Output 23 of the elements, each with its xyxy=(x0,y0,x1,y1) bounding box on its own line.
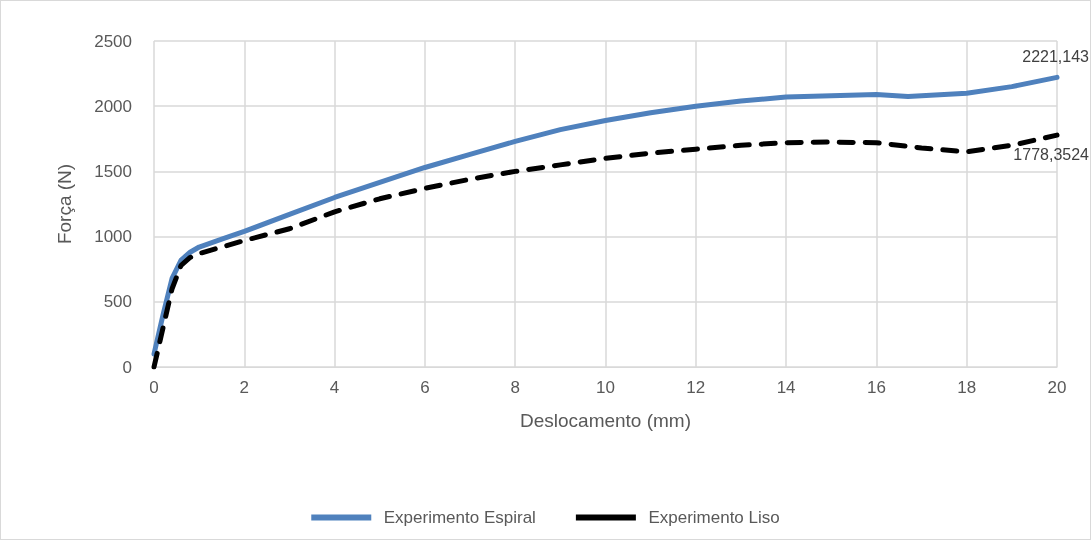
legend-label: Experimento Espiral xyxy=(383,508,536,527)
x-tick-label: 10 xyxy=(596,378,615,397)
data-label: 2221,143 xyxy=(1022,47,1090,65)
y-tick-label: 2000 xyxy=(94,96,132,116)
y-axis-title: Força (N) xyxy=(54,163,75,245)
x-tick-label: 18 xyxy=(957,378,977,397)
x-tick-label: 8 xyxy=(510,378,520,397)
x-tick-label: 16 xyxy=(866,378,886,397)
x-tick-label: 20 xyxy=(1047,378,1067,397)
y-tick-label: 1500 xyxy=(94,161,132,181)
x-tick-label: 12 xyxy=(686,378,706,397)
x-tick-label: 4 xyxy=(329,378,340,397)
y-tick-label: 2500 xyxy=(94,31,132,51)
legend-label: Experimento Liso xyxy=(648,508,780,527)
x-tick-label: 14 xyxy=(776,378,796,397)
y-tick-label: 0 xyxy=(122,357,132,377)
y-tick-label: 1000 xyxy=(94,227,132,247)
x-axis-title: Deslocamento (mm) xyxy=(519,410,692,431)
x-tick-label: 6 xyxy=(420,378,430,397)
x-tick-label: 2 xyxy=(239,378,250,397)
data-label: 1778,3524 xyxy=(1013,145,1090,163)
y-tick-label: 500 xyxy=(103,292,132,312)
x-tick-label: 0 xyxy=(149,378,159,397)
